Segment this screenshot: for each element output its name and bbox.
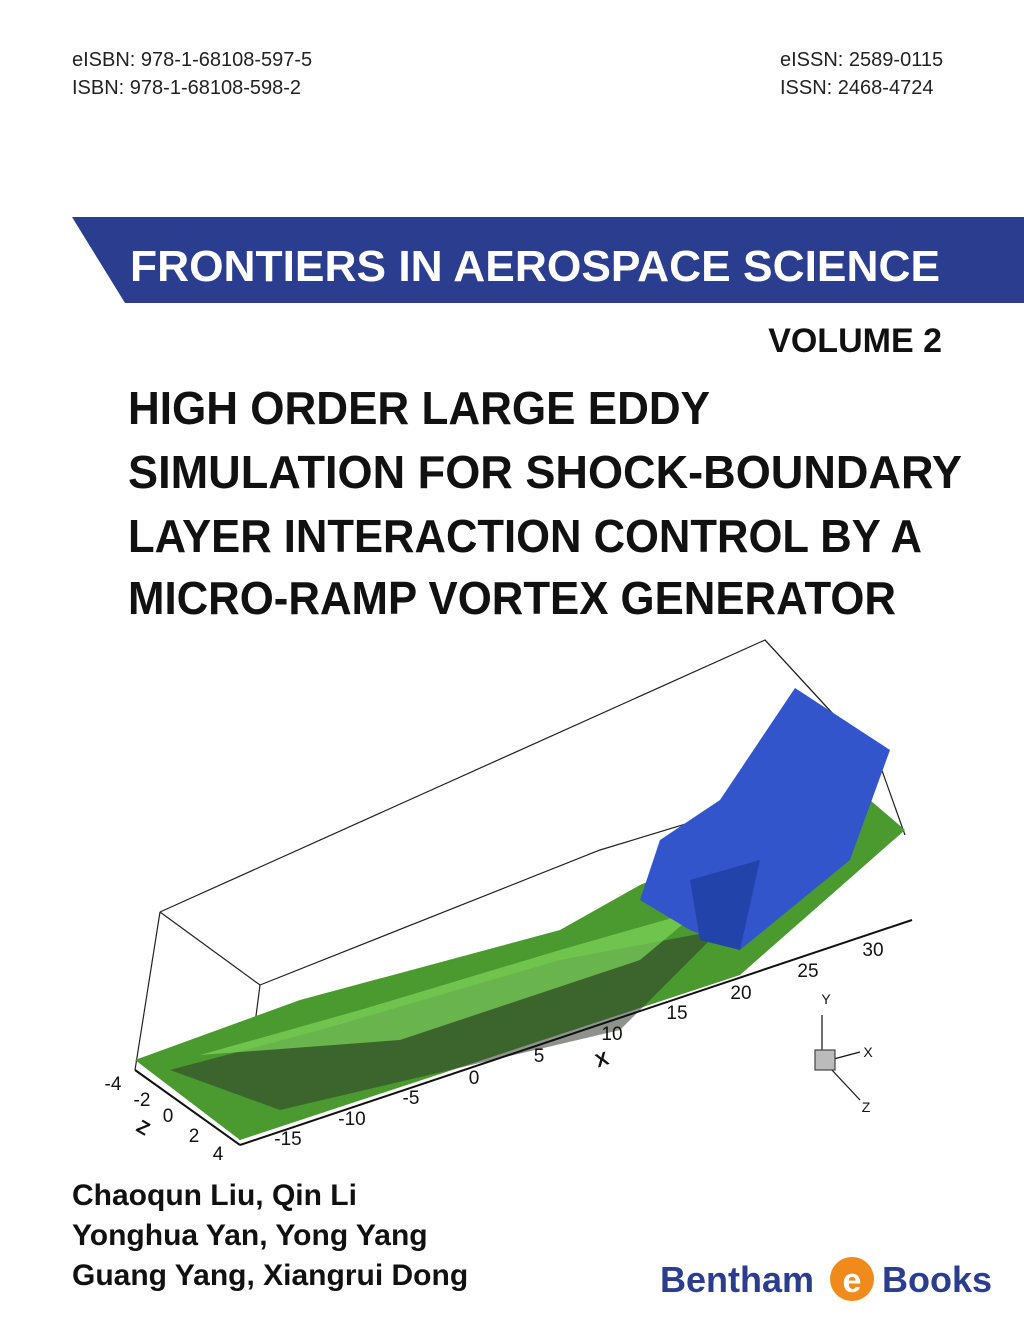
x-tick-label: 25 [797, 961, 818, 982]
title-line: MICRO-RAMP VORTEX GENERATOR [128, 572, 896, 624]
triad-label: Z [862, 1099, 871, 1115]
x-tick-label: -10 [338, 1109, 365, 1130]
x-tick-label: -5 [403, 1088, 420, 1109]
isbn: ISBN: 978-1-68108-598-2 [72, 77, 301, 99]
triad-label: X [863, 1044, 873, 1060]
x-tick-label: 5 [534, 1046, 545, 1067]
z-tick-label: 0 [163, 1106, 174, 1127]
x-tick-label: 15 [666, 1003, 687, 1024]
x-tick-label: 30 [862, 940, 883, 961]
triad-label: Y [821, 991, 831, 1007]
author-line: Yonghua Yan, Yong Yang [72, 1219, 428, 1252]
z-tick-label: -4 [105, 1074, 122, 1095]
issn: ISSN: 2468-4724 [780, 77, 933, 99]
volume: VOLUME 2 [768, 322, 942, 360]
publisher-logo [830, 1257, 874, 1301]
publisher-imprint: Books [882, 1259, 992, 1300]
series-banner [72, 217, 1024, 303]
x-tick-label: -15 [274, 1129, 301, 1150]
title-line: LAYER INTERACTION CONTROL BY A [128, 510, 922, 562]
z-tick-label: 4 [213, 1144, 224, 1165]
x-tick-label: 0 [469, 1068, 480, 1089]
publisher-name: Bentham [660, 1259, 814, 1300]
series-title: FRONTIERS IN AEROSPACE SCIENCE [130, 242, 940, 291]
author-line: Chaoqun Liu, Qin Li [72, 1179, 357, 1212]
x-tick-label: 20 [730, 983, 751, 1004]
simulation-figure [134, 639, 913, 1146]
publisher-logo-letter: e [843, 1262, 862, 1300]
z-axis-label: Z [132, 1116, 153, 1140]
x-axis-label: X [593, 1048, 612, 1072]
title-line: SIMULATION FOR SHOCK-BOUNDARY [128, 446, 962, 498]
author-line: Guang Yang, Xiangrui Dong [72, 1259, 468, 1292]
eissn: eISSN: 2589-0115 [780, 49, 943, 71]
z-tick-label: 2 [189, 1126, 200, 1147]
z-tick-label: -2 [134, 1090, 151, 1111]
x-tick-label: 10 [601, 1024, 622, 1045]
title-line: HIGH ORDER LARGE EDDY [128, 382, 710, 434]
eisbn: eISBN: 978-1-68108-597-5 [72, 49, 312, 71]
